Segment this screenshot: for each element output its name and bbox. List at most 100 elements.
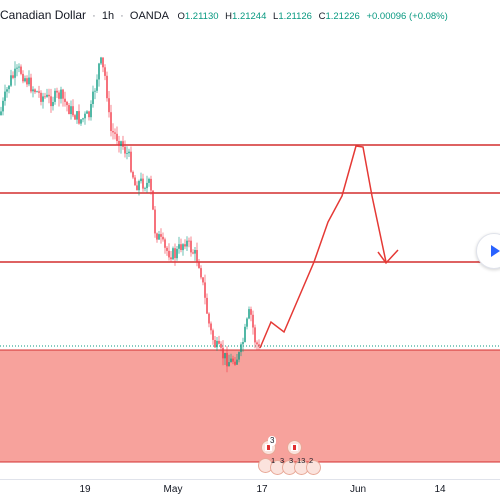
candle — [86, 111, 88, 114]
candle — [60, 89, 62, 99]
scroll-to-realtime-button[interactable] — [476, 233, 500, 269]
candle — [46, 94, 48, 97]
candle — [190, 240, 192, 253]
candle — [100, 57, 102, 64]
candle — [42, 96, 44, 102]
time-label: 14 — [434, 484, 446, 495]
close-value: 1.21226 — [325, 11, 360, 22]
candle — [36, 91, 38, 93]
candle — [222, 347, 224, 359]
candle — [10, 75, 12, 86]
candle — [110, 112, 112, 131]
candle — [184, 244, 186, 247]
high-value: 1.21244 — [232, 11, 267, 22]
symbol-name[interactable]: Canadian Dollar — [0, 8, 87, 22]
candle — [22, 73, 24, 82]
candle — [6, 89, 8, 92]
candle — [200, 268, 202, 278]
candle — [202, 277, 204, 283]
candle — [140, 178, 142, 182]
event-number: 3 — [289, 456, 294, 465]
candle — [104, 67, 106, 76]
ohlc-values: O1.21130 H1.21244 L1.21126 C1.21226 +0.0… — [177, 11, 447, 22]
candle — [256, 342, 258, 345]
candle — [38, 91, 40, 93]
candle — [162, 236, 164, 240]
candle — [132, 171, 134, 178]
open-key: O — [177, 11, 185, 22]
candle — [102, 57, 104, 68]
canada-flag-icon[interactable] — [306, 460, 321, 475]
high-key: H — [225, 11, 233, 22]
candle — [118, 141, 120, 146]
event-number: 13 — [297, 456, 306, 465]
candle — [98, 63, 100, 80]
candle — [254, 327, 256, 343]
candle — [54, 90, 56, 102]
candle — [70, 106, 72, 115]
candle — [114, 132, 116, 134]
candle — [124, 146, 126, 154]
candle — [242, 342, 244, 345]
candle — [196, 250, 198, 263]
candle — [210, 323, 212, 331]
candle — [16, 67, 18, 69]
event-number: 3 — [280, 456, 285, 465]
candle — [138, 181, 140, 191]
candle — [206, 297, 208, 314]
candle — [142, 178, 144, 189]
candle — [188, 240, 190, 242]
interval-label[interactable]: 1h — [101, 10, 115, 22]
candle — [106, 75, 108, 99]
time-label: 19 — [79, 484, 91, 495]
separator: · — [120, 10, 124, 22]
candle — [44, 96, 46, 98]
time-axis[interactable]: 19 May 17 Jun 14 — [0, 479, 500, 501]
candle — [216, 340, 218, 348]
candle — [208, 313, 210, 324]
candle — [148, 178, 150, 183]
flag-mark — [265, 444, 272, 451]
candle — [56, 90, 58, 93]
candle — [90, 104, 92, 118]
candle — [136, 185, 138, 191]
candle — [116, 133, 118, 141]
candle — [72, 106, 74, 116]
canada-flag-icon[interactable] — [287, 440, 302, 455]
candle — [152, 190, 154, 210]
candle — [92, 91, 94, 104]
separator: · — [92, 10, 96, 22]
candle — [250, 309, 252, 315]
candle — [176, 248, 178, 259]
candle — [30, 77, 32, 92]
candle — [32, 89, 34, 92]
candle — [220, 343, 222, 348]
event-count-badge: 3 — [268, 436, 277, 446]
candles-group — [0, 56, 260, 373]
candle — [158, 234, 160, 240]
projected-path[interactable] — [259, 145, 387, 349]
candle — [194, 250, 196, 254]
candle — [66, 101, 68, 106]
candle — [58, 92, 60, 99]
candle — [52, 102, 54, 107]
candle — [218, 340, 220, 344]
candle — [146, 182, 148, 189]
candle — [2, 100, 4, 112]
projection-arrow-head — [377, 249, 399, 265]
candle — [96, 79, 98, 91]
candle — [28, 77, 30, 85]
candle — [82, 118, 84, 120]
candle — [12, 75, 14, 78]
candle — [234, 361, 236, 365]
candle — [108, 98, 110, 113]
candle — [14, 68, 16, 78]
candle — [156, 233, 158, 240]
candle — [122, 141, 124, 147]
chevron-right-icon — [491, 245, 500, 257]
candle — [0, 111, 2, 115]
candle — [238, 352, 240, 360]
candle — [244, 326, 246, 342]
candle — [112, 131, 114, 133]
